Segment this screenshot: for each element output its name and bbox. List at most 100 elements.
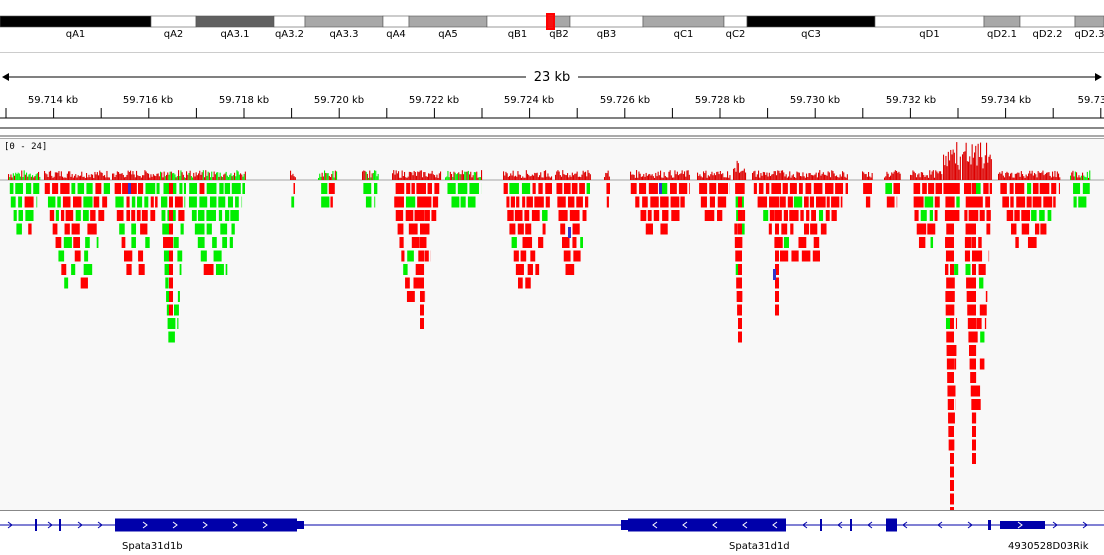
alignment-read[interactable] bbox=[966, 264, 971, 275]
ideogram-band-qa3-2[interactable] bbox=[274, 16, 305, 27]
ideogram-band-qa3-3[interactable] bbox=[305, 16, 383, 27]
alignment-read[interactable] bbox=[950, 251, 954, 262]
alignment-read[interactable] bbox=[927, 224, 935, 235]
alignment-read[interactable] bbox=[972, 224, 976, 235]
alignment-read[interactable] bbox=[775, 305, 779, 316]
alignment-read[interactable] bbox=[950, 426, 954, 437]
alignment-read[interactable] bbox=[564, 251, 571, 262]
alignment-read[interactable] bbox=[972, 372, 976, 383]
alignment-read[interactable] bbox=[73, 197, 81, 208]
alignment-read[interactable] bbox=[122, 183, 128, 194]
alignment-read[interactable] bbox=[689, 183, 690, 194]
alignment-read[interactable] bbox=[758, 197, 767, 208]
alignment-read[interactable] bbox=[968, 318, 972, 329]
alignment-read[interactable] bbox=[60, 183, 69, 194]
alignment-read[interactable] bbox=[775, 197, 779, 208]
alignment-read[interactable] bbox=[763, 210, 768, 221]
alignment-read[interactable] bbox=[84, 251, 88, 262]
alignment-read[interactable] bbox=[950, 494, 954, 505]
alignment-read[interactable] bbox=[735, 251, 738, 262]
alignment-read[interactable] bbox=[411, 183, 414, 194]
alignment-read[interactable] bbox=[660, 224, 667, 235]
ideogram-band-qd2-2[interactable] bbox=[1020, 16, 1075, 27]
alignment-read[interactable] bbox=[798, 237, 806, 248]
alignment-read[interactable] bbox=[528, 264, 533, 275]
alignment-read[interactable] bbox=[219, 183, 223, 194]
alignment-read[interactable] bbox=[573, 251, 580, 262]
alignment-read[interactable] bbox=[142, 210, 148, 221]
alignment-read[interactable] bbox=[950, 305, 954, 316]
alignment-read[interactable] bbox=[950, 224, 954, 235]
alignment-read[interactable] bbox=[791, 251, 798, 262]
alignment-read[interactable] bbox=[420, 278, 424, 289]
alignment-read[interactable] bbox=[738, 251, 742, 262]
alignment-read[interactable] bbox=[401, 251, 404, 262]
alignment-read[interactable] bbox=[671, 197, 680, 208]
alignment-read[interactable] bbox=[50, 210, 54, 221]
alignment-read[interactable] bbox=[16, 224, 22, 235]
alignment-read[interactable] bbox=[1078, 197, 1086, 208]
alignment-read[interactable] bbox=[201, 251, 207, 262]
alignment-read[interactable] bbox=[518, 224, 524, 235]
alignment-read[interactable] bbox=[945, 210, 950, 221]
alignment-read[interactable] bbox=[780, 251, 788, 262]
alignment-track-svg[interactable] bbox=[0, 138, 1104, 510]
alignment-read[interactable] bbox=[206, 210, 216, 221]
alignment-read[interactable] bbox=[532, 210, 540, 221]
alignment-read[interactable] bbox=[226, 264, 228, 275]
alignment-read[interactable] bbox=[1040, 224, 1046, 235]
alignment-read[interactable] bbox=[189, 183, 197, 194]
alignment-read[interactable] bbox=[805, 183, 811, 194]
alignment-read[interactable] bbox=[26, 183, 31, 194]
alignment-read[interactable] bbox=[71, 183, 75, 194]
alignment-read[interactable] bbox=[770, 210, 775, 221]
exon-spata31d1d[interactable] bbox=[820, 519, 822, 531]
alignment-read[interactable] bbox=[775, 237, 779, 248]
alignment-read[interactable] bbox=[985, 318, 986, 329]
alignment-read[interactable] bbox=[543, 224, 546, 235]
alignment-read[interactable] bbox=[412, 237, 420, 248]
ideogram-band-qa5[interactable] bbox=[409, 16, 487, 27]
alignment-read[interactable] bbox=[169, 183, 173, 194]
alignment-read[interactable] bbox=[806, 210, 809, 221]
alignment-read[interactable] bbox=[94, 197, 100, 208]
alignment-read[interactable] bbox=[583, 210, 587, 221]
alignment-read[interactable] bbox=[804, 224, 809, 235]
alignment-read[interactable] bbox=[124, 251, 132, 262]
alignment-read[interactable] bbox=[775, 291, 779, 302]
alignment-read[interactable] bbox=[169, 197, 173, 208]
alignment-read[interactable] bbox=[145, 237, 149, 248]
alignment-read[interactable] bbox=[83, 210, 89, 221]
alignment-read[interactable] bbox=[189, 197, 197, 208]
alignment-read[interactable] bbox=[115, 197, 123, 208]
alignment-read[interactable] bbox=[403, 264, 407, 275]
alignment-read[interactable] bbox=[775, 210, 779, 221]
alignment-read[interactable] bbox=[420, 264, 424, 275]
alignment-read[interactable] bbox=[291, 197, 294, 208]
alignment-read[interactable] bbox=[670, 183, 677, 194]
alignment-read[interactable] bbox=[950, 399, 954, 410]
alignment-read[interactable] bbox=[972, 278, 976, 289]
gene-track-svg[interactable] bbox=[0, 512, 1104, 540]
alignment-read[interactable] bbox=[790, 224, 793, 235]
exon-spata31d1d[interactable] bbox=[850, 519, 852, 531]
mismatch-read[interactable] bbox=[773, 269, 776, 280]
alignment-read[interactable] bbox=[420, 237, 424, 248]
alignment-read[interactable] bbox=[642, 197, 648, 208]
alignment-read[interactable] bbox=[1035, 224, 1039, 235]
alignment-read[interactable] bbox=[1021, 210, 1030, 221]
alignment-read[interactable] bbox=[11, 197, 16, 208]
alignment-read[interactable] bbox=[956, 197, 959, 208]
alignment-read[interactable] bbox=[1011, 224, 1016, 235]
alignment-read[interactable] bbox=[893, 183, 900, 194]
alignment-read[interactable] bbox=[15, 183, 23, 194]
alignment-read[interactable] bbox=[813, 251, 820, 262]
alignment-read[interactable] bbox=[831, 210, 836, 221]
alignment-read[interactable] bbox=[738, 291, 742, 302]
alignment-read[interactable] bbox=[766, 183, 769, 194]
gene-label-4930528d03rik[interactable]: 4930528D03Rik bbox=[1008, 541, 1088, 552]
alignment-read[interactable] bbox=[406, 183, 410, 194]
ideogram-band-qb1[interactable] bbox=[487, 16, 548, 27]
alignment-read[interactable] bbox=[131, 224, 136, 235]
